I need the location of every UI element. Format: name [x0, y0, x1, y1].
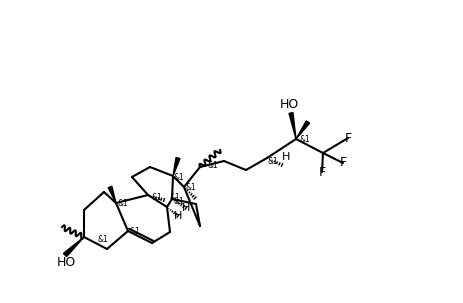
Text: &1: &1	[185, 184, 196, 192]
Text: H: H	[174, 211, 182, 221]
Polygon shape	[296, 121, 310, 139]
Text: F: F	[319, 165, 325, 178]
Text: &1: &1	[151, 192, 162, 201]
Text: &1: &1	[97, 235, 108, 245]
Text: &1: &1	[173, 197, 184, 205]
Text: HO: HO	[280, 98, 299, 112]
Polygon shape	[108, 186, 116, 203]
Text: HO: HO	[57, 257, 76, 269]
Text: &1: &1	[174, 172, 185, 181]
Polygon shape	[289, 113, 296, 139]
Text: F: F	[344, 132, 351, 145]
Polygon shape	[63, 237, 84, 257]
Text: F: F	[339, 157, 347, 169]
Polygon shape	[173, 158, 180, 176]
Text: &1: &1	[268, 157, 279, 165]
Text: &1: &1	[130, 228, 141, 237]
Text: &1: &1	[207, 161, 218, 169]
Text: H: H	[182, 203, 190, 213]
Text: &1: &1	[117, 199, 128, 208]
Text: &1: &1	[300, 135, 311, 145]
Text: H: H	[282, 152, 290, 162]
Text: &1: &1	[170, 194, 181, 202]
